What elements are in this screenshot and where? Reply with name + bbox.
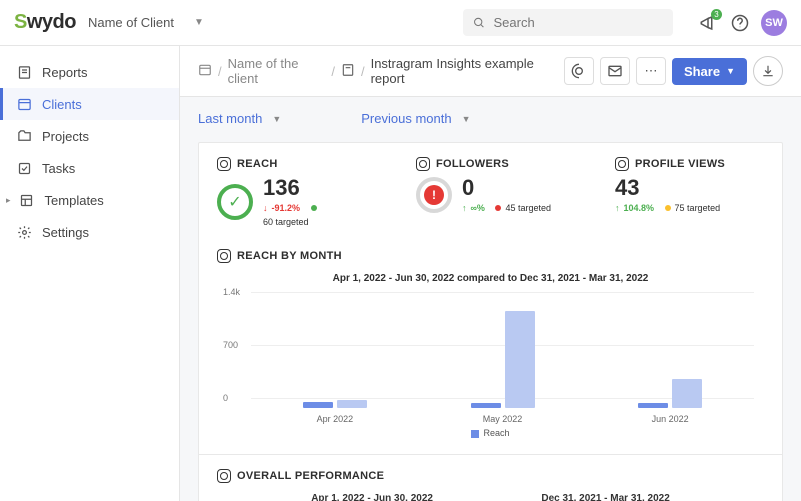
clients-icon (16, 96, 32, 112)
breadcrumb-report: Instragram Insights example report (371, 56, 558, 86)
instagram-icon (615, 157, 629, 171)
kpi-row: REACH ✓ 136 ↓-91.2% 60 targeted FOLLOWER… (217, 157, 764, 227)
sidebar-item-label: Templates (45, 193, 104, 208)
projects-icon (16, 128, 32, 144)
reports-icon (16, 64, 32, 80)
search-box[interactable] (463, 9, 673, 36)
report-icon (341, 63, 355, 80)
overall-date-ranges: Apr 1, 2022 - Jun 30, 2022 Dec 31, 2021 … (217, 493, 764, 501)
templates-icon (19, 192, 35, 208)
main-content: / Name of the client / / Instragram Insi… (180, 46, 801, 501)
reach-chart: 1.4k7000Apr 2022May 2022Jun 2022 (251, 292, 754, 422)
search-icon (473, 16, 485, 30)
kpi-value: 136 (263, 177, 366, 199)
sidebar-item-label: Reports (42, 65, 88, 80)
chevron-down-icon: ▼ (194, 17, 204, 28)
more-button[interactable]: ⋯ (636, 57, 666, 85)
sidebar-item-label: Tasks (42, 161, 75, 176)
sidebar-item-templates[interactable]: ▸ Templates (0, 184, 179, 216)
mail-button[interactable] (600, 57, 630, 85)
share-button[interactable]: Share▼ (672, 58, 747, 85)
kpi-value: 43 (615, 177, 764, 199)
sidebar-item-clients[interactable]: Clients (0, 88, 179, 120)
kpi-followers: FOLLOWERS ! 0 ↑∞% 45 targeted (416, 157, 565, 227)
alert-icon: ! (424, 185, 444, 205)
check-icon: ✓ (228, 192, 241, 212)
sidebar-item-reports[interactable]: Reports (0, 56, 179, 88)
download-button[interactable] (753, 56, 783, 86)
tasks-icon (16, 160, 32, 176)
section-reach-by-month: REACH BY MONTH (217, 249, 764, 263)
status-ring-ok: ✓ (217, 184, 253, 220)
theme-button[interactable] (564, 57, 594, 85)
logo: Swydo (14, 11, 76, 34)
help-icon[interactable] (729, 12, 751, 34)
gear-icon (16, 224, 32, 240)
search-input[interactable] (493, 15, 663, 30)
page-header: / Name of the client / / Instragram Insi… (180, 46, 801, 97)
avatar[interactable]: SW (761, 10, 787, 36)
caret-icon: ▸ (6, 195, 11, 206)
date-selectors: Last month▼ Previous month▼ (180, 97, 801, 134)
compare-period-dropdown[interactable]: Previous month▼ (361, 111, 470, 126)
kpi-reach: REACH ✓ 136 ↓-91.2% 60 targeted (217, 157, 366, 227)
chart-legend: Reach (217, 428, 764, 438)
breadcrumb-client[interactable]: Name of the client (228, 56, 326, 86)
client-dropdown[interactable]: Name of Client ▼ (88, 15, 204, 30)
topbar: Swydo Name of Client ▼ 3 SW (0, 0, 801, 46)
notification-badge: 3 (711, 9, 722, 20)
sidebar-item-settings[interactable]: Settings (0, 216, 179, 248)
instagram-icon (217, 249, 231, 263)
sidebar-item-label: Settings (42, 225, 89, 240)
current-period-dropdown[interactable]: Last month▼ (198, 111, 281, 126)
sidebar-item-projects[interactable]: Projects (0, 120, 179, 152)
section-overall-performance: OVERALL PERFORMANCE (217, 469, 764, 483)
instagram-icon (217, 469, 231, 483)
kpi-profile-views: PROFILE VIEWS 43 ↑104.8% 75 targeted (615, 157, 764, 227)
sidebar: Reports Clients Projects Tasks ▸ Templat… (0, 46, 180, 501)
instagram-icon (416, 157, 430, 171)
status-ring-bad: ! (416, 177, 452, 213)
instagram-icon (217, 157, 231, 171)
sidebar-item-label: Projects (42, 129, 89, 144)
report-card: REACH ✓ 136 ↓-91.2% 60 targeted FOLLOWER… (198, 142, 783, 501)
sidebar-item-tasks[interactable]: Tasks (0, 152, 179, 184)
breadcrumb: / Name of the client / / Instragram Insi… (198, 56, 558, 86)
client-icon (198, 63, 212, 80)
kpi-value: 0 (462, 177, 551, 199)
client-label: Name of Client (88, 15, 174, 30)
sidebar-item-label: Clients (42, 97, 82, 112)
announce-icon[interactable]: 3 (697, 12, 719, 34)
chart-caption: Apr 1, 2022 - Jun 30, 2022 compared to D… (217, 273, 764, 284)
